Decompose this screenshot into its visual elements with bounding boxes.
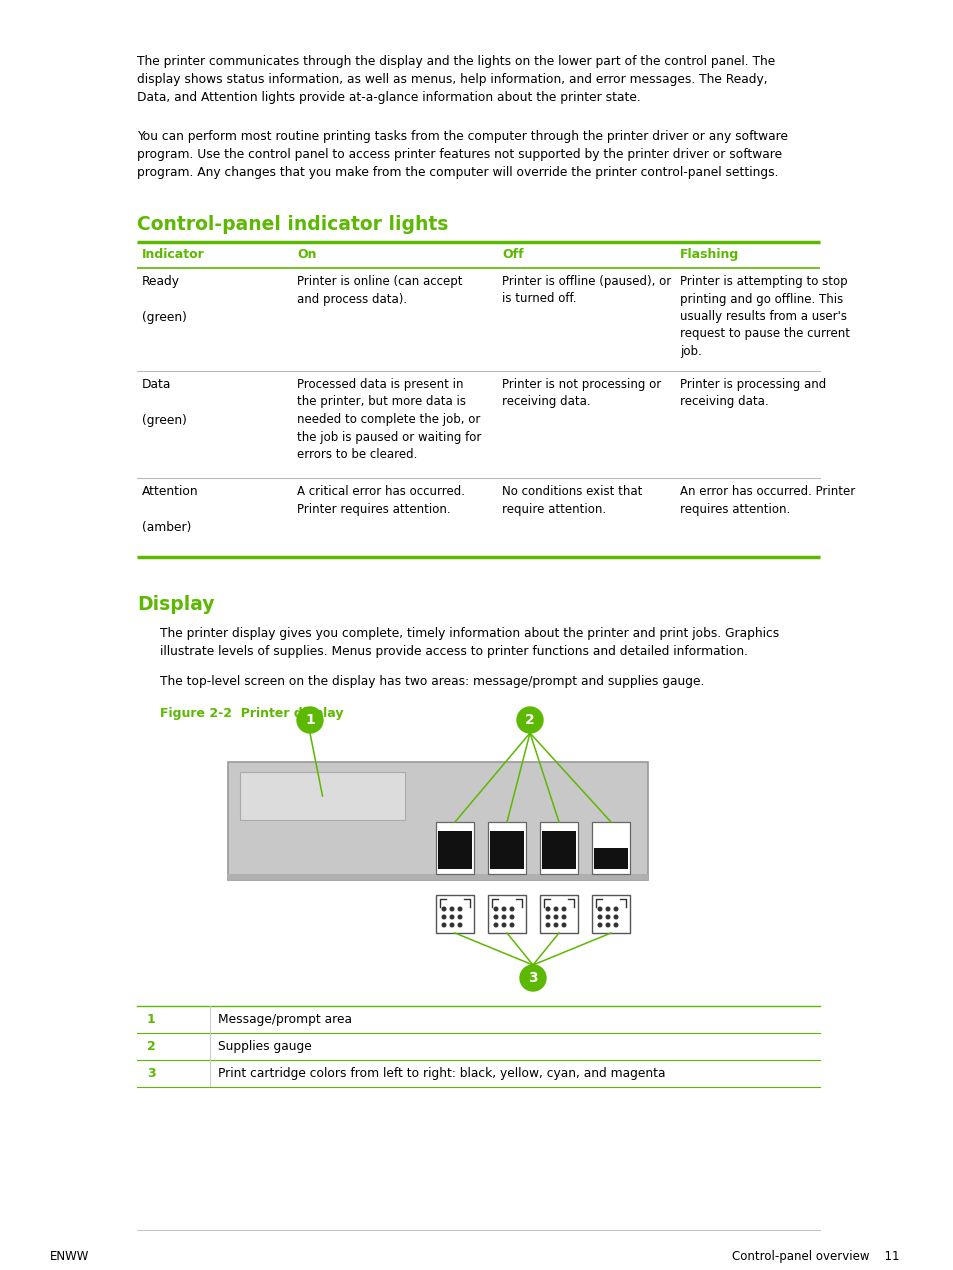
Bar	[539, 822, 578, 874]
Bar	[539, 895, 578, 933]
Text: Processed data is present in
the printer, but more data is
needed to complete th: Processed data is present in the printer…	[296, 378, 481, 461]
Text: Print cartridge colors from left to right: black, yellow, cyan, and magenta: Print cartridge colors from left to righ…	[218, 1067, 665, 1080]
Text: The top-level screen on the display has two areas: message/prompt and supplies g: The top-level screen on the display has …	[160, 674, 703, 688]
Circle shape	[554, 923, 558, 927]
Bar	[592, 822, 629, 874]
Text: 1: 1	[147, 1013, 155, 1026]
Text: On: On	[296, 248, 316, 262]
Circle shape	[501, 916, 505, 918]
Bar	[228, 762, 647, 880]
Circle shape	[546, 916, 549, 918]
Circle shape	[614, 916, 618, 918]
Text: Printer is offline (paused), or
is turned off.: Printer is offline (paused), or is turne…	[501, 276, 671, 306]
Circle shape	[605, 907, 609, 911]
Circle shape	[561, 923, 565, 927]
Bar	[592, 895, 629, 933]
Text: Indicator: Indicator	[142, 248, 205, 262]
Circle shape	[457, 916, 461, 918]
Circle shape	[510, 907, 514, 911]
Circle shape	[442, 923, 445, 927]
Circle shape	[519, 965, 545, 991]
Circle shape	[605, 923, 609, 927]
Text: The printer communicates through the display and the lights on the lower part of: The printer communicates through the dis…	[137, 55, 775, 104]
Text: ENWW: ENWW	[50, 1250, 90, 1262]
Circle shape	[494, 916, 497, 918]
Bar	[594, 832, 627, 869]
Text: Figure 2-2  Printer display: Figure 2-2 Printer display	[160, 707, 343, 720]
Bar	[488, 895, 525, 933]
Circle shape	[598, 923, 601, 927]
Text: Supplies gauge: Supplies gauge	[218, 1040, 312, 1053]
Circle shape	[442, 907, 445, 911]
Circle shape	[501, 907, 505, 911]
Bar	[436, 895, 474, 933]
Bar	[488, 822, 525, 874]
Text: Printer is processing and
receiving data.: Printer is processing and receiving data…	[679, 378, 825, 409]
Text: Attention

(amber): Attention (amber)	[142, 485, 198, 533]
Circle shape	[614, 907, 618, 911]
Text: 1: 1	[305, 712, 314, 726]
Circle shape	[510, 916, 514, 918]
Bar	[228, 874, 647, 880]
Text: No conditions exist that
require attention.: No conditions exist that require attenti…	[501, 485, 641, 516]
Circle shape	[494, 907, 497, 911]
Text: Printer is online (can accept
and process data).: Printer is online (can accept and proces…	[296, 276, 462, 306]
Circle shape	[450, 916, 454, 918]
Circle shape	[494, 923, 497, 927]
Circle shape	[442, 916, 445, 918]
Text: Off: Off	[501, 248, 523, 262]
Circle shape	[598, 907, 601, 911]
Text: Data

(green): Data (green)	[142, 378, 187, 427]
Text: 3: 3	[528, 972, 537, 986]
Bar	[437, 832, 472, 869]
Text: 2: 2	[524, 712, 535, 726]
Text: A critical error has occurred.
Printer requires attention.: A critical error has occurred. Printer r…	[296, 485, 464, 516]
Circle shape	[457, 923, 461, 927]
Circle shape	[510, 923, 514, 927]
Circle shape	[501, 923, 505, 927]
Circle shape	[614, 923, 618, 927]
Text: You can perform most routine printing tasks from the computer through the printe: You can perform most routine printing ta…	[137, 130, 787, 179]
Text: An error has occurred. Printer
requires attention.: An error has occurred. Printer requires …	[679, 485, 854, 516]
Circle shape	[450, 907, 454, 911]
Text: Control-panel indicator lights: Control-panel indicator lights	[137, 215, 448, 234]
Text: Display: Display	[137, 596, 214, 613]
Text: Control-panel overview    11: Control-panel overview 11	[732, 1250, 899, 1262]
Text: 2: 2	[147, 1040, 155, 1053]
Circle shape	[554, 907, 558, 911]
Circle shape	[457, 907, 461, 911]
Bar	[594, 848, 627, 869]
Bar	[436, 822, 474, 874]
Circle shape	[296, 707, 323, 733]
Circle shape	[598, 916, 601, 918]
Circle shape	[554, 916, 558, 918]
Circle shape	[561, 916, 565, 918]
Text: Ready

(green): Ready (green)	[142, 276, 187, 324]
Text: Message/prompt area: Message/prompt area	[218, 1013, 352, 1026]
Circle shape	[605, 916, 609, 918]
Circle shape	[517, 707, 542, 733]
Text: The printer display gives you complete, timely information about the printer and: The printer display gives you complete, …	[160, 627, 779, 658]
Text: Printer is attempting to stop
printing and go offline. This
usually results from: Printer is attempting to stop printing a…	[679, 276, 849, 358]
Circle shape	[561, 907, 565, 911]
Circle shape	[546, 907, 549, 911]
Text: Flashing: Flashing	[679, 248, 739, 262]
Text: Printer is not processing or
receiving data.: Printer is not processing or receiving d…	[501, 378, 660, 409]
Bar	[490, 832, 523, 869]
Text: 3: 3	[147, 1067, 155, 1080]
Bar	[240, 772, 405, 820]
Bar	[541, 832, 576, 869]
Circle shape	[546, 923, 549, 927]
Circle shape	[450, 923, 454, 927]
